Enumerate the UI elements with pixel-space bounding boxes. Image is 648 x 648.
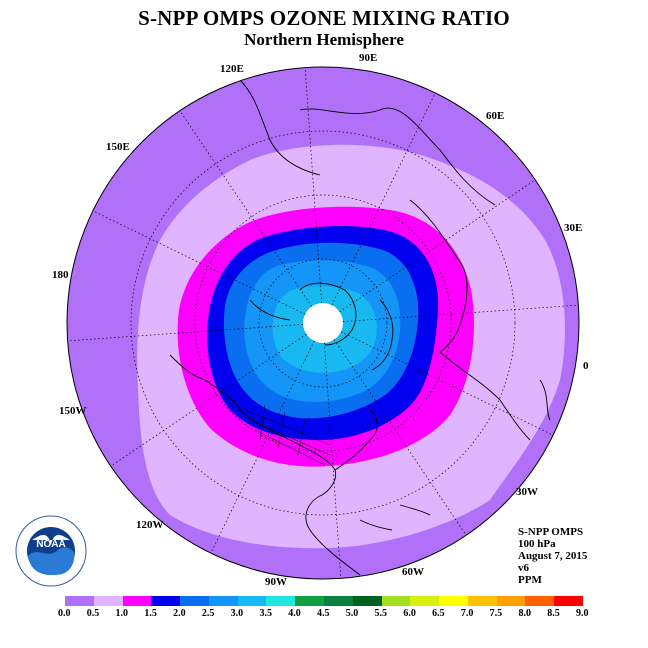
info-level: 100 hPa	[518, 538, 556, 550]
colorbar-tick-label: 7.0	[460, 608, 474, 619]
colorbar-swatch	[352, 596, 382, 606]
colorbar-tick-label: 1.0	[115, 608, 129, 619]
colorbar-tick-label: 1.5	[144, 608, 157, 619]
colorbar	[65, 596, 584, 606]
info-units: PPM	[518, 574, 542, 586]
colorbar-swatch	[266, 596, 296, 606]
meridian-line	[67, 324, 304, 342]
map-border	[66, 66, 580, 580]
colorbar-swatch	[381, 596, 411, 606]
meridian-line	[324, 342, 342, 579]
colorbar-tick-label: 8.5	[547, 608, 560, 619]
colorbar-swatch	[496, 596, 526, 606]
meridian-line	[304, 67, 322, 304]
meridian-line	[331, 92, 436, 306]
polar-night-missing-data	[303, 303, 343, 343]
colorbar-tick-label: 7.5	[489, 608, 503, 619]
meridian-line	[339, 179, 536, 313]
colorbar-swatch	[467, 596, 497, 606]
colorbar-swatch	[151, 596, 181, 606]
map-title: S-NPP OMPS OZONE MIXING RATIO	[138, 6, 510, 30]
lon-label-150e: 150E	[106, 141, 130, 153]
colorbar-tick-label: 5.5	[374, 608, 388, 619]
colorbar-tick-label: 0.0	[58, 608, 71, 619]
meridian-line	[179, 110, 313, 307]
meridian-line	[342, 304, 579, 322]
graticule	[67, 67, 579, 579]
colorbar-tick-label: 5.0	[345, 608, 359, 619]
colorbar-tick-label: 2.0	[173, 608, 186, 619]
colorbar-tick-label: 3.5	[259, 608, 272, 619]
lon-label-60e: 60E	[486, 110, 505, 122]
info-date: August 7, 2015	[518, 550, 588, 562]
colorbar-swatch	[525, 596, 555, 606]
info-instrument: S-NPP OMPS	[518, 526, 584, 538]
lon-label-30e: 30E	[564, 222, 583, 234]
colorbar-swatch	[122, 596, 152, 606]
colorbar-tick-label: 8.0	[518, 608, 531, 619]
noaa-logo: NOAA	[15, 515, 87, 587]
colorbar-swatch	[65, 596, 94, 606]
lon-label-120e: 120E	[220, 63, 244, 75]
meridian-line	[333, 339, 467, 536]
colorbar-tick-label: 6.5	[432, 608, 445, 619]
us-state-boundaries	[244, 404, 331, 466]
lon-label-60w: 60W	[402, 566, 424, 578]
meridian-line	[92, 210, 306, 315]
lon-label-150w: 150W	[59, 405, 87, 417]
colorbar-swatch	[180, 596, 210, 606]
colorbar-tick-label: 6.0	[403, 608, 416, 619]
colorbar-swatch	[410, 596, 440, 606]
info-version: v6	[518, 562, 529, 574]
lon-label-180: 180	[52, 269, 69, 281]
noaa-logo-text: NOAA	[36, 539, 65, 550]
colorbar-swatch	[237, 596, 267, 606]
lon-label-30w: 30W	[516, 486, 538, 498]
meridian-line	[340, 331, 554, 436]
meridian-line	[210, 340, 315, 554]
map-subtitle: Northern Hemisphere	[244, 30, 404, 49]
colorbar-tick-label: 9.0	[576, 608, 589, 619]
coastlines	[169, 79, 551, 576]
lon-label-120w: 120W	[136, 519, 164, 531]
colorbar-tick-label: 2.5	[201, 608, 215, 619]
colorbar-tick-label: 3.0	[230, 608, 244, 619]
lon-label-0: 0	[583, 360, 589, 372]
colorbar-swatch	[439, 596, 469, 606]
lon-label-90e: 90E	[359, 52, 378, 64]
colorbar-tick-label: 0.5	[86, 608, 100, 619]
colorbar-swatch	[93, 596, 123, 606]
lon-label-90w: 90W	[265, 576, 287, 588]
colorbar-tick-label: 4.5	[317, 608, 330, 619]
colorbar-swatch	[208, 596, 238, 606]
colorbar-swatch	[295, 596, 325, 606]
colorbar-tick-label: 4.0	[288, 608, 301, 619]
colorbar-swatch	[554, 596, 584, 606]
meridian-line	[110, 333, 307, 467]
colorbar-swatch	[324, 596, 353, 606]
